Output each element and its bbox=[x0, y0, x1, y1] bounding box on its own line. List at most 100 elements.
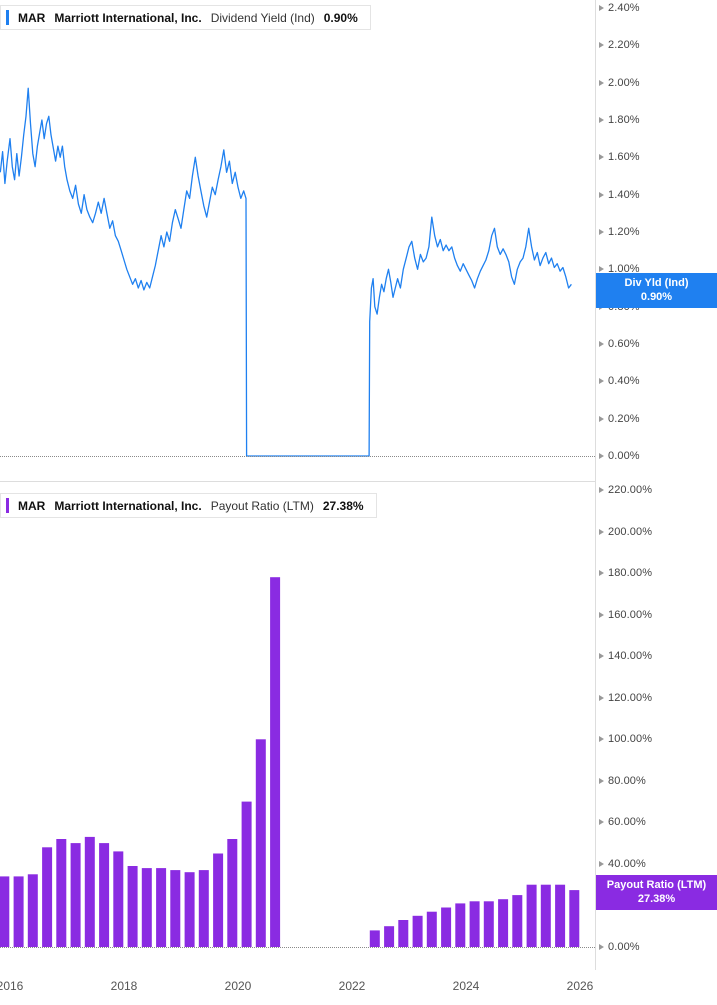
legend-color-bar-icon bbox=[6, 10, 9, 25]
tick-arrow-icon bbox=[599, 777, 604, 784]
y-axis-tick-label: 80.00% bbox=[608, 774, 646, 787]
x-axis-label: 2016 bbox=[0, 979, 24, 993]
tick-arrow-icon bbox=[599, 528, 604, 535]
payout-ratio-bar bbox=[384, 926, 395, 947]
y-axis-tick: 1.00% bbox=[596, 262, 640, 276]
y-axis-tick: 0.00% bbox=[596, 940, 640, 954]
payout-ratio-bar bbox=[184, 872, 195, 947]
y-axis-tick-label: 1.20% bbox=[608, 226, 640, 238]
tick-arrow-icon bbox=[599, 415, 604, 422]
y-axis-tick-label: 180.00% bbox=[608, 567, 653, 580]
tick-arrow-icon bbox=[599, 487, 604, 493]
legend-value: 27.38% bbox=[322, 498, 364, 513]
axis-value-badge: Payout Ratio (LTM) 27.38% bbox=[596, 875, 717, 910]
y-axis-tick: 2.20% bbox=[596, 38, 640, 52]
y-axis: 2.40% 2.20% 2.00% 1.80% 1.60% 1.40% 1.20% 1.00%… bbox=[595, 0, 717, 970]
y-axis-tick-label: 2.40% bbox=[608, 2, 640, 14]
y-axis-tick-label: 0.60% bbox=[608, 338, 640, 350]
y-axis-tick-label: 220.00% bbox=[608, 484, 653, 496]
y-axis-tick: 0.40% bbox=[596, 374, 640, 388]
payout-ratio-bar bbox=[84, 836, 95, 947]
y-axis-tick-label: 160.00% bbox=[608, 608, 653, 621]
y-axis-tick-label: 100.00% bbox=[608, 733, 653, 746]
legend-metric: Payout Ratio (LTM) bbox=[210, 498, 314, 513]
y-axis-tick: 1.20% bbox=[596, 225, 640, 239]
payout-ratio-bar bbox=[13, 876, 24, 947]
payout-ratio-bar bbox=[398, 920, 409, 947]
legend-value: 0.90% bbox=[323, 10, 358, 25]
payout-ratio-bar bbox=[455, 903, 466, 947]
tick-arrow-icon bbox=[599, 860, 604, 867]
tick-arrow-icon bbox=[599, 378, 604, 385]
tick-arrow-icon bbox=[599, 819, 604, 826]
payout-ratio-bar bbox=[198, 870, 209, 947]
y-axis-tick-label: 0.20% bbox=[608, 412, 640, 425]
y-axis-tick: 140.00% bbox=[596, 649, 652, 663]
payout-ratio-bar bbox=[469, 901, 480, 947]
y-axis-tick-label: 1.40% bbox=[608, 188, 640, 201]
y-axis-tick-label: 200.00% bbox=[608, 525, 653, 538]
payout-ratio-bar bbox=[540, 884, 551, 947]
badge-value: 27.38% bbox=[637, 893, 676, 906]
payout-ratio-bar bbox=[255, 739, 266, 947]
payout-ratio-bar bbox=[526, 884, 537, 947]
payout-ratio-bar bbox=[241, 801, 252, 947]
panel-divider-line bbox=[0, 481, 717, 482]
y-axis-tick-label: 40.00% bbox=[608, 857, 646, 870]
y-axis-tick-label: 2.20% bbox=[608, 39, 640, 52]
tick-arrow-icon bbox=[599, 154, 604, 161]
x-axis-label: 2026 bbox=[566, 979, 594, 993]
x-axis-label: 2024 bbox=[452, 979, 480, 993]
payout-ratio-bar bbox=[56, 839, 67, 947]
axis-value-badge: Div Yld (Ind) 0.90% bbox=[596, 273, 717, 308]
payout-ratio-legend[interactable]: MAR Marriott International, Inc. Payout … bbox=[0, 493, 377, 518]
y-axis-tick: 100.00% bbox=[596, 732, 652, 746]
badge-metric-label: Payout Ratio (LTM) bbox=[606, 879, 707, 892]
y-axis-tick: 1.40% bbox=[596, 188, 640, 202]
payout-ratio-bar bbox=[70, 843, 81, 947]
tick-arrow-icon bbox=[599, 266, 604, 273]
x-axis-label: 2018 bbox=[110, 979, 138, 993]
tick-arrow-icon bbox=[599, 944, 604, 950]
zero-line-top-panel bbox=[0, 456, 595, 457]
y-axis-tick-label: 1.80% bbox=[608, 114, 640, 126]
payout-ratio-panel[interactable]: MAR Marriott International, Inc. Payout … bbox=[0, 481, 595, 970]
y-axis-tick-label: 0.00% bbox=[608, 941, 640, 953]
payout-ratio-bars-svg bbox=[0, 577, 580, 947]
y-axis-tick: 200.00% bbox=[596, 525, 652, 539]
y-axis-tick-label: 60.00% bbox=[608, 816, 646, 829]
y-axis-tick: 220.00% bbox=[596, 483, 652, 497]
y-axis-tick-label: 1.60% bbox=[608, 151, 640, 164]
payout-ratio-bar bbox=[113, 851, 124, 947]
tick-arrow-icon bbox=[599, 570, 604, 577]
zero-line-bottom-panel bbox=[0, 947, 595, 948]
dividend-yield-panel[interactable]: MAR Marriott International, Inc. Dividen… bbox=[0, 0, 595, 481]
tick-arrow-icon bbox=[599, 341, 604, 347]
y-axis-tick-label: 0.00% bbox=[608, 450, 640, 462]
payout-ratio-bar bbox=[0, 876, 10, 947]
payout-ratio-bar bbox=[441, 907, 452, 947]
payout-ratio-bar bbox=[498, 899, 509, 947]
legend-company: Marriott International, Inc. bbox=[54, 10, 202, 25]
payout-ratio-bar bbox=[27, 874, 38, 947]
payout-ratio-bar bbox=[426, 911, 437, 947]
tick-arrow-icon bbox=[599, 229, 604, 235]
payout-ratio-bar bbox=[270, 577, 281, 947]
tick-arrow-icon bbox=[599, 694, 604, 701]
badge-value: 0.90% bbox=[640, 291, 673, 304]
y-axis-tick: 60.00% bbox=[596, 815, 646, 829]
payout-ratio-bar bbox=[555, 884, 566, 947]
legend-ticker: MAR bbox=[18, 10, 46, 25]
tick-arrow-icon bbox=[599, 79, 604, 86]
y-axis-tick: 160.00% bbox=[596, 608, 652, 622]
badge-metric-label: Div Yld (Ind) bbox=[624, 277, 689, 289]
dividend-yield-legend[interactable]: MAR Marriott International, Inc. Dividen… bbox=[0, 5, 371, 30]
payout-ratio-bar bbox=[42, 847, 53, 947]
x-axis-label: 2020 bbox=[224, 979, 252, 993]
y-axis-tick: 2.00% bbox=[596, 76, 640, 90]
payout-ratio-bar bbox=[127, 866, 138, 947]
y-axis-tick: 40.00% bbox=[596, 857, 646, 871]
y-axis-tick: 0.20% bbox=[596, 412, 640, 426]
payout-ratio-bar bbox=[170, 870, 181, 947]
legend-ticker: MAR bbox=[18, 498, 46, 513]
